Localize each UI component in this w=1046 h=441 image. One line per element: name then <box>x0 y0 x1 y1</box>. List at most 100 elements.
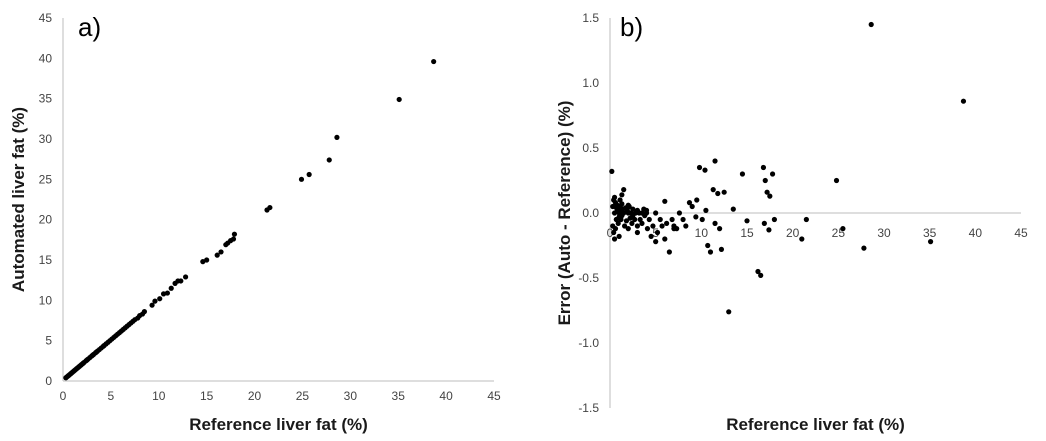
y-tick-label: 20 <box>39 213 53 227</box>
y-tick-label: 5 <box>45 334 52 348</box>
x-tick-label: 40 <box>439 389 453 403</box>
data-point <box>744 218 750 224</box>
data-point <box>182 274 189 280</box>
data-point <box>766 227 772 233</box>
data-point <box>218 249 224 255</box>
y-tick-label: 15 <box>39 253 53 267</box>
chart-panel-1: 0 5 10 15 20 25 30 35 40 45 0 5 10 15 20 25 30 35 40 45 Refe… <box>9 11 501 434</box>
panel-label: b) <box>620 12 643 42</box>
data-point <box>611 229 617 236</box>
x-tick-label: 20 <box>786 226 800 240</box>
x-tick-label: 0 <box>60 389 67 403</box>
data-point <box>648 233 654 239</box>
data-point <box>680 216 686 223</box>
data-point <box>617 197 623 203</box>
data-point <box>619 192 625 198</box>
chart-panel-2: 0510152025303540451.51.00.50.0-0.5-1.0-1… <box>555 11 1028 434</box>
data-point <box>630 206 636 212</box>
data-point <box>721 189 727 195</box>
data-point <box>761 220 767 226</box>
data-point <box>431 58 437 65</box>
data-point <box>634 229 641 236</box>
x-tick-label: 10 <box>152 389 166 403</box>
data-point <box>664 220 670 226</box>
y-tick-label: 1.0 <box>582 76 599 90</box>
y-axis-title: Automated liver fat (%) <box>9 107 28 292</box>
x-tick-label: 15 <box>740 226 754 240</box>
data-point <box>710 187 716 193</box>
x-tick-label: 35 <box>392 389 406 403</box>
data-point <box>739 171 746 177</box>
data-point <box>715 190 721 197</box>
data-point <box>611 194 618 200</box>
data-point <box>769 171 776 177</box>
data-point <box>868 21 874 28</box>
y-tick-label: -0.5 <box>578 271 599 285</box>
data-point <box>726 309 732 315</box>
x-tick-label: 5 <box>108 389 115 403</box>
data-point <box>616 233 622 239</box>
y-tick-label: 0 <box>45 374 52 388</box>
y-tick-label: 0.0 <box>582 206 599 220</box>
x-tick-label: 20 <box>248 389 262 403</box>
data-point <box>657 216 663 223</box>
data-point <box>758 272 764 278</box>
data-point <box>637 216 643 223</box>
data-point <box>157 296 163 302</box>
data-point <box>705 242 711 249</box>
data-point <box>676 210 683 216</box>
x-tick-label: 45 <box>1014 226 1028 240</box>
data-point <box>689 203 695 210</box>
data-point <box>178 278 184 284</box>
data-point <box>204 257 210 263</box>
data-point <box>231 231 238 237</box>
data-point <box>621 187 627 193</box>
data-point <box>609 168 615 174</box>
data-point <box>613 216 619 223</box>
data-point <box>612 226 619 232</box>
data-point <box>653 239 659 245</box>
data-point <box>718 246 725 252</box>
data-point <box>653 210 659 216</box>
data-point <box>764 189 770 195</box>
data-point <box>960 98 967 104</box>
data-point <box>669 216 675 223</box>
data-point <box>619 201 625 207</box>
data-point <box>671 226 677 232</box>
data-point <box>861 245 867 251</box>
y-tick-label: 35 <box>39 92 53 106</box>
x-axis-title: Reference liver fat (%) <box>189 415 368 434</box>
data-point <box>699 216 705 223</box>
data-point <box>141 309 148 315</box>
data-point <box>152 298 158 304</box>
data-point <box>214 252 220 258</box>
data-point <box>662 236 668 242</box>
data-point <box>712 220 718 226</box>
data-point <box>168 285 174 291</box>
data-point <box>696 164 703 171</box>
y-tick-label: 10 <box>39 293 53 307</box>
data-point <box>298 176 305 182</box>
y-tick-label: -1.0 <box>578 336 599 350</box>
data-point <box>625 226 631 232</box>
data-point <box>755 268 761 275</box>
data-point <box>267 204 273 211</box>
y-tick-label: 25 <box>39 172 53 186</box>
data-point <box>767 193 773 199</box>
data-point <box>623 218 630 224</box>
data-point <box>618 216 624 223</box>
x-tick-label: 15 <box>200 389 214 403</box>
data-point <box>717 226 723 232</box>
data-point <box>927 239 934 245</box>
data-point <box>149 302 155 308</box>
data-point <box>762 177 768 184</box>
data-point <box>230 236 237 242</box>
data-point <box>693 214 699 220</box>
data-point <box>622 223 628 229</box>
y-tick-label: 1.5 <box>582 11 599 25</box>
data-point <box>611 236 618 242</box>
data-point <box>712 158 718 164</box>
x-tick-label: 40 <box>969 226 983 240</box>
